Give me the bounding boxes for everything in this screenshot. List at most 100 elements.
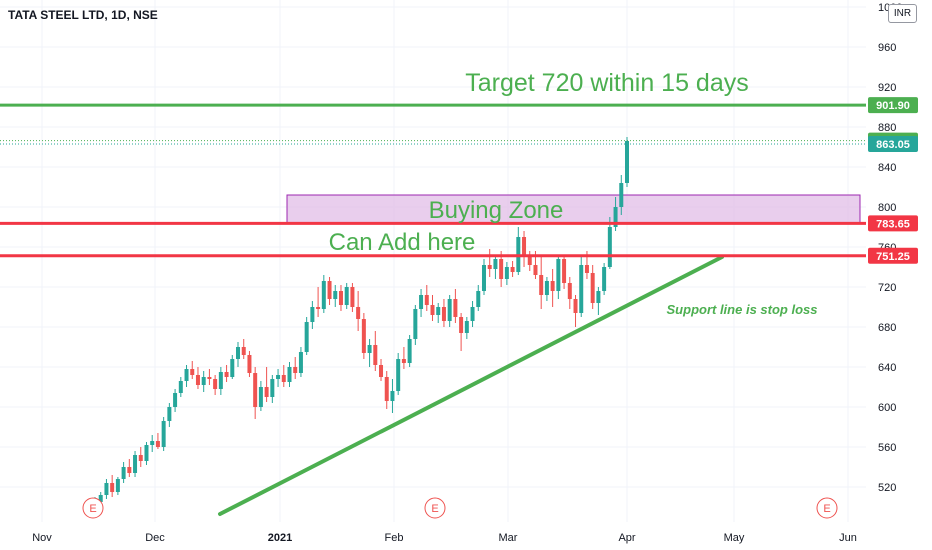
candle-body: [150, 441, 155, 445]
candle-body: [441, 307, 446, 321]
price-label-text: 901.90: [876, 100, 910, 112]
candle-body: [247, 355, 252, 373]
candle: [447, 295, 452, 327]
candle: [293, 357, 298, 379]
price-label: 901.90: [868, 97, 918, 114]
candle-body: [476, 291, 481, 307]
candle-body: [115, 479, 120, 492]
candle-body: [379, 365, 384, 377]
candle-body: [287, 367, 292, 382]
candle-body: [367, 345, 372, 353]
candle-body: [138, 455, 143, 461]
buying-zone-box: [286, 194, 861, 224]
earnings-marker[interactable]: E: [82, 497, 104, 519]
candle: [121, 462, 126, 483]
candle: [590, 265, 595, 309]
candle-body: [419, 295, 424, 309]
candle: [338, 285, 343, 311]
price-label: 751.25: [868, 247, 918, 264]
candle: [264, 367, 269, 402]
price-label: 863.05: [868, 135, 918, 152]
candle: [602, 263, 607, 295]
candle: [310, 301, 315, 329]
candle-body: [207, 377, 212, 379]
candle: [344, 283, 349, 309]
earnings-marker-circle: [424, 497, 446, 519]
candle: [459, 313, 464, 351]
candle-body: [155, 441, 160, 447]
candle: [539, 255, 544, 309]
candle: [441, 299, 446, 327]
candle-body: [184, 369, 189, 381]
candle: [150, 435, 155, 452]
candle: [224, 365, 229, 382]
candle-body: [510, 267, 515, 272]
support-trendline: [218, 255, 724, 516]
candle-body: [293, 367, 298, 373]
time-tick-label: Nov: [32, 532, 52, 544]
time-tick-label: Apr: [618, 532, 635, 544]
candle-body: [173, 393, 178, 407]
candle-body: [276, 375, 281, 379]
candle-body: [213, 379, 218, 389]
candle: [424, 285, 429, 311]
price-tick-label: 600: [878, 402, 896, 414]
candle-body: [625, 141, 629, 183]
earnings-marker[interactable]: E: [424, 497, 446, 519]
candle-body: [602, 267, 607, 291]
candle: [350, 283, 355, 312]
time-tick-label: May: [724, 532, 745, 544]
candle-body: [161, 421, 166, 447]
candle: [556, 255, 561, 299]
candle: [379, 359, 384, 381]
candle: [367, 339, 372, 367]
candle-body: [127, 467, 132, 473]
candle-body: [539, 275, 544, 295]
candle-body: [344, 287, 349, 305]
candle-body: [390, 391, 395, 401]
candle: [419, 289, 424, 317]
candle: [316, 287, 321, 317]
candle: [481, 259, 486, 295]
candle: [625, 137, 629, 187]
candle-body: [253, 373, 258, 407]
candle: [619, 175, 624, 215]
candle: [161, 417, 166, 451]
price-label-bg: [868, 97, 918, 114]
price-label-bg: [868, 247, 918, 264]
price-tick-label: 840: [878, 162, 896, 174]
buying-zone-rect: [286, 194, 861, 224]
annotation-can-add: Can Add here: [329, 229, 476, 256]
candle: [579, 257, 584, 317]
candle: [178, 377, 183, 397]
candle-body: [304, 322, 309, 352]
candle: [270, 375, 275, 403]
candle: [190, 361, 195, 379]
candle-body: [544, 281, 549, 295]
candle: [253, 367, 258, 419]
candle: [127, 459, 132, 477]
candle: [384, 371, 389, 409]
earnings-marker[interactable]: E: [816, 497, 838, 519]
candle-body: [264, 387, 269, 397]
candle: [333, 285, 338, 307]
earnings-marker-circle: [816, 497, 838, 519]
candle: [195, 367, 200, 389]
earnings-marker-circle: [82, 497, 104, 519]
candle-body: [556, 259, 561, 291]
candle-body: [533, 265, 538, 275]
candle-body: [522, 237, 527, 255]
currency-badge[interactable]: INR: [888, 4, 917, 23]
candle-body: [401, 359, 406, 363]
candle-body: [321, 281, 326, 309]
candle-body: [436, 307, 441, 315]
candle: [276, 369, 281, 387]
candle-body: [258, 387, 263, 407]
price-label-text: 863.05: [876, 139, 910, 151]
candle-body: [619, 183, 624, 207]
candle: [373, 331, 378, 371]
price-label: 783.65: [868, 215, 918, 232]
candle: [218, 367, 223, 395]
